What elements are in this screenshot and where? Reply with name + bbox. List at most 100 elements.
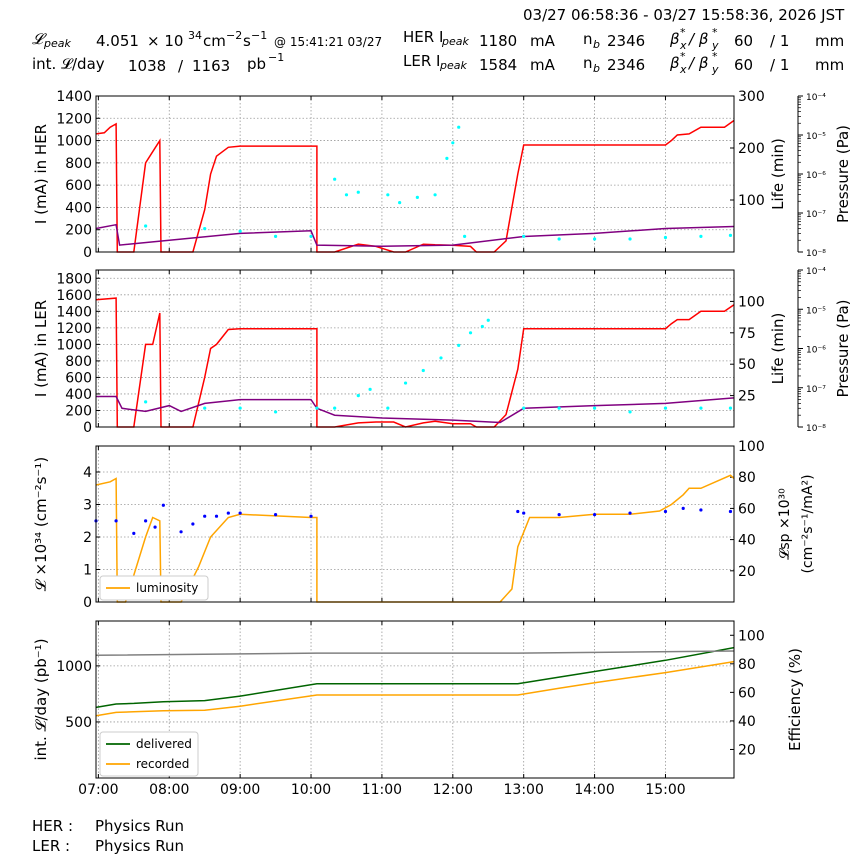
y2-tick-label: 75 [738, 326, 756, 342]
life-point [398, 201, 402, 205]
lpeak-unit-s: s [243, 32, 251, 50]
x-tick-label: 12:00 [433, 782, 473, 798]
y2-tick-label: 80 [738, 470, 756, 486]
legend-label: delivered [136, 737, 192, 751]
life-point [144, 224, 148, 228]
y-tick-label: 0 [83, 245, 92, 261]
lsp-point [699, 508, 703, 512]
lpeak-unit-exp1: −2 [226, 29, 243, 42]
y-tick-label: 800 [65, 354, 92, 370]
life-point [368, 387, 372, 391]
life-point [592, 237, 597, 241]
life-point [403, 381, 408, 385]
ler-nb-label: n [583, 54, 593, 72]
her-nb-value: 2346 [607, 32, 646, 50]
y3-axis-label: Pressure (Pa) [834, 299, 852, 397]
life-point [663, 406, 668, 410]
life-point [557, 237, 561, 241]
lum-line [95, 474, 735, 603]
footer-her-status: Physics Run [95, 817, 185, 835]
y-tick-label: 1000 [56, 337, 92, 353]
x-tick-label: 11:00 [362, 782, 402, 798]
lpeak-time: @ 15:41:21 03/27 [274, 35, 383, 49]
life-point [203, 227, 207, 231]
y3-axis-label: Pressure (Pa) [834, 125, 852, 223]
y2-tick-label: 80 [738, 657, 756, 673]
ler-nb-value: 2346 [607, 56, 646, 74]
life-point [728, 406, 733, 410]
x-tick-label: 07:00 [78, 782, 118, 798]
lsp-point [161, 503, 165, 507]
ler-beta-x: β [670, 54, 680, 72]
plot-frame [95, 620, 735, 779]
life-point [480, 324, 484, 329]
y-tick-label: 0 [83, 595, 92, 611]
life-point [557, 406, 561, 410]
life-point [333, 177, 337, 181]
y-axis-label: I (mA) in LER [32, 300, 50, 397]
pressure-tick-label: 10⁻⁶ [806, 346, 826, 356]
life-point [522, 234, 526, 238]
her-beta-x-star: * [680, 26, 686, 39]
int-lum-recorded: 1038 [128, 57, 167, 75]
her-ipeak-unit: mA [530, 32, 555, 50]
life-point [439, 356, 443, 360]
int-lum-delivered: 1163 [192, 57, 231, 75]
life-point [273, 234, 278, 238]
y-tick-label: 600 [65, 370, 92, 386]
pressure-line [96, 395, 735, 424]
lpeak-unit-cm: cm [203, 32, 226, 50]
life-point [663, 235, 668, 240]
lpeak-times: × 10 [147, 32, 184, 50]
life-point [356, 394, 360, 398]
lsp-point [179, 530, 183, 534]
legend-box [99, 575, 209, 601]
y2-tick-label: 25 [738, 389, 756, 405]
ler-nb-sub: b [593, 62, 600, 75]
y-tick-label: 600 [65, 178, 92, 194]
ler-ipeak-label: LER I [403, 52, 441, 70]
life-point [386, 193, 390, 197]
y2-tick-label: 40 [738, 714, 756, 730]
int-lum-label: int. 𝓛/day [32, 55, 105, 73]
life-point [238, 406, 242, 410]
y-tick-label: 4 [83, 465, 92, 481]
ler-beta-unit: mm [815, 56, 845, 74]
ler-beta-sep: / β [689, 54, 709, 72]
footer-her-label: HER : [32, 817, 74, 835]
int-lum-slash: / [178, 57, 184, 75]
pressure-tick-label: 10⁻⁷ [806, 210, 826, 220]
life-point [486, 318, 490, 322]
y-tick-label: 3 [83, 498, 92, 514]
her-beta-unit: mm [815, 32, 845, 50]
y2-tick-label: 20 [738, 564, 756, 580]
her-nb-sub: b [593, 38, 600, 51]
plot-frame [95, 445, 735, 603]
legend-box [99, 731, 199, 777]
y-tick-label: 1000 [56, 134, 92, 150]
ler-ipeak-value: 1584 [479, 56, 518, 74]
y2-tick-label: 200 [738, 141, 765, 157]
life-point [386, 406, 390, 410]
y2-tick-label: 60 [738, 501, 756, 517]
pressure-tick-label: 10⁻⁶ [806, 171, 826, 181]
life-point [356, 190, 360, 194]
ler-beta-x-star: * [680, 50, 686, 63]
plot-frame [95, 269, 735, 428]
y2-tick-label: 100 [738, 628, 765, 644]
life-point [421, 368, 425, 373]
life-point [144, 400, 148, 404]
x-tick-label: 08:00 [149, 782, 189, 798]
y-axis-label: 𝓛 ×10³⁴ (cm⁻²s⁻¹) [32, 457, 50, 591]
y-tick-label: 400 [65, 387, 92, 403]
life-point [333, 406, 337, 410]
lsp-point [203, 514, 207, 518]
pressure-tick-label: 10⁻⁷ [806, 385, 826, 395]
efficiency-line [95, 650, 735, 657]
life-point [592, 406, 597, 410]
lsp-point [191, 522, 195, 526]
x-tick-label: 15:00 [645, 782, 685, 798]
lsp-point [557, 513, 561, 517]
footer-ler-status: Physics Run [95, 837, 185, 855]
ler-ipeak-unit: mA [530, 56, 555, 74]
